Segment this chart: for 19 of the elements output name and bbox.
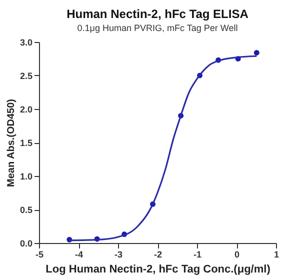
y-tick-label: 2.5 (20, 71, 32, 81)
y-tick-label: 3.0 (20, 38, 32, 48)
x-tick-label: 1 (274, 250, 280, 260)
point (254, 50, 260, 56)
y-tick-label: 1.0 (20, 172, 32, 182)
x-tick-label: -4 (74, 250, 84, 260)
y-tick-label: 0.5 (20, 205, 32, 215)
x-tick-label: -5 (35, 250, 44, 260)
x-tick-label: -2 (154, 250, 162, 260)
x-tick-label: 0 (234, 250, 240, 260)
x-axis-title: Log Human Nectin-2, hFc Tag Conc.(μg/ml) (46, 264, 271, 276)
y-axis-title: Mean Abs.(OD450) (6, 99, 17, 187)
x-tick-label: -3 (114, 250, 123, 260)
y-tick-label: 0.0 (20, 238, 32, 248)
chart-subtitle: 0.1μg Human PVRIG, mFc Tag Per Well (77, 23, 238, 33)
chart-title: Human Nectin-2, hFc Tag ELISA (66, 7, 249, 21)
x-tick-label: -1 (193, 250, 202, 260)
y-tick-label: 2.0 (20, 104, 32, 114)
y-tick-label: 1.5 (20, 138, 32, 148)
